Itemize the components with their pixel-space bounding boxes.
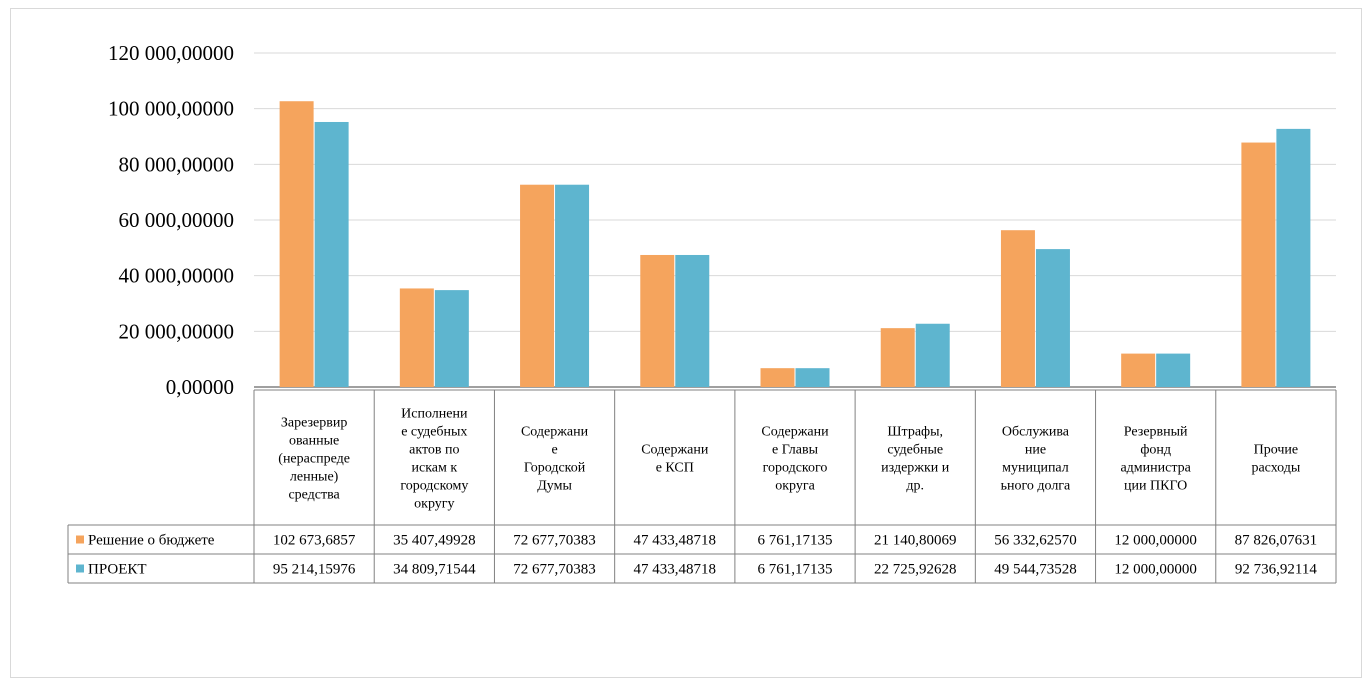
category-label: Думы: [537, 479, 572, 494]
bar-decision: [399, 288, 434, 387]
data-label: 56 332,62570: [994, 533, 1077, 549]
bar-project: [314, 121, 349, 388]
y-tick-label: 20 000,00000: [119, 319, 235, 343]
bar-project: [555, 184, 590, 387]
bar-decision: [1241, 142, 1276, 387]
category-label: е: [551, 443, 557, 458]
data-table: Зарезервир ованные (нераспреде ленные) средс…: [67, 390, 1337, 584]
legend-swatch: [76, 535, 84, 544]
y-tick-label: 80 000,00000: [119, 152, 235, 176]
bar-project: [915, 323, 950, 387]
category-label: Зарезервир: [281, 416, 347, 431]
category-label: ции ПКГО: [1124, 479, 1187, 494]
category-label: судебные: [887, 443, 943, 458]
data-label: 34 809,71544: [393, 562, 476, 578]
bar-project: [675, 254, 710, 387]
category-label: ьного долга: [1001, 479, 1071, 494]
data-label: 6 761,17135: [758, 533, 833, 549]
y-tick-label: 100 000,00000: [108, 97, 234, 121]
legend-label: ПРОЕКТ: [88, 562, 147, 578]
category-label: Содержани: [521, 425, 589, 440]
bar-decision: [880, 328, 915, 387]
data-label: 92 736,92114: [1235, 562, 1317, 578]
category-label: фонд: [1140, 443, 1171, 458]
bars: [279, 101, 1311, 388]
category-label: городскому: [400, 479, 468, 494]
category-label: актов по: [409, 443, 459, 458]
bar-project: [1276, 128, 1311, 387]
y-axis-ticks: 0,00000 20 000,00000 40 000,00000 60 000,00…: [108, 41, 234, 399]
data-label: 102 673,6857: [273, 533, 356, 549]
bar-project: [1035, 249, 1070, 387]
category-label: искам к: [411, 461, 457, 476]
data-label: 35 407,49928: [393, 533, 476, 549]
y-tick-label: 40 000,00000: [119, 264, 235, 288]
data-label: 12 000,00000: [1114, 562, 1197, 578]
bar-decision: [520, 184, 555, 387]
data-label: 47 433,48718: [634, 533, 717, 549]
category-label: средства: [288, 488, 340, 503]
category-label: округа: [775, 479, 815, 494]
bar-decision: [1000, 230, 1035, 387]
bar-project: [1156, 353, 1191, 387]
bar-chart: 0,00000 20 000,00000 40 000,00000 60 000,00…: [67, 41, 1337, 584]
category-label: администра: [1120, 461, 1191, 476]
chart-frame: 0,00000 20 000,00000 40 000,00000 60 000,00…: [10, 8, 1362, 678]
data-label: 49 544,73528: [994, 562, 1077, 578]
bar-decision: [279, 101, 314, 387]
category-label: ленные): [290, 470, 339, 485]
data-label: 72 677,70383: [513, 533, 596, 549]
category-label: ованные: [289, 434, 339, 449]
data-label: 95 214,15976: [273, 562, 356, 578]
data-label: 87 826,07631: [1235, 533, 1318, 549]
data-label: 72 677,70383: [513, 562, 596, 578]
category-label: округу: [414, 497, 454, 512]
category-label: Содержани: [641, 443, 709, 458]
category-label: е КСП: [656, 461, 694, 476]
category-label: Прочие: [1254, 443, 1299, 458]
bar-project: [795, 368, 830, 387]
category-label: др.: [906, 479, 924, 494]
category-label: ние: [1025, 443, 1046, 458]
category-label: Штрафы,: [887, 425, 943, 440]
data-label: 21 140,80069: [874, 533, 957, 549]
gridlines: [254, 52, 1336, 391]
bar-decision: [760, 368, 795, 387]
data-label: 6 761,17135: [758, 562, 833, 578]
y-tick-label: 0,00000: [166, 375, 234, 399]
category-label: муниципал: [1002, 461, 1069, 476]
bar-project: [434, 290, 469, 387]
legend-label: Решение о бюджете: [88, 533, 215, 549]
category-label: расходы: [1251, 461, 1300, 476]
category-label: е судебных: [401, 425, 467, 440]
category-label: е Главы: [772, 443, 819, 458]
bar-decision: [640, 254, 675, 387]
category-label: Городской: [524, 461, 586, 476]
category-label: Содержани: [761, 425, 829, 440]
data-label: 47 433,48718: [634, 562, 717, 578]
category-label: городского: [763, 461, 828, 476]
category-label: издержки и: [881, 461, 950, 476]
y-tick-label: 60 000,00000: [119, 208, 235, 232]
y-tick-label: 120 000,00000: [108, 41, 234, 65]
data-label: 12 000,00000: [1114, 533, 1197, 549]
category-label: Резервный: [1124, 425, 1188, 440]
category-label: Исполнени: [401, 407, 468, 422]
bar-decision: [1121, 353, 1156, 387]
category-label: Обслужива: [1002, 425, 1070, 440]
category-label: (нераспреде: [278, 452, 350, 467]
data-label: 22 725,92628: [874, 562, 957, 578]
legend-swatch: [76, 564, 84, 573]
